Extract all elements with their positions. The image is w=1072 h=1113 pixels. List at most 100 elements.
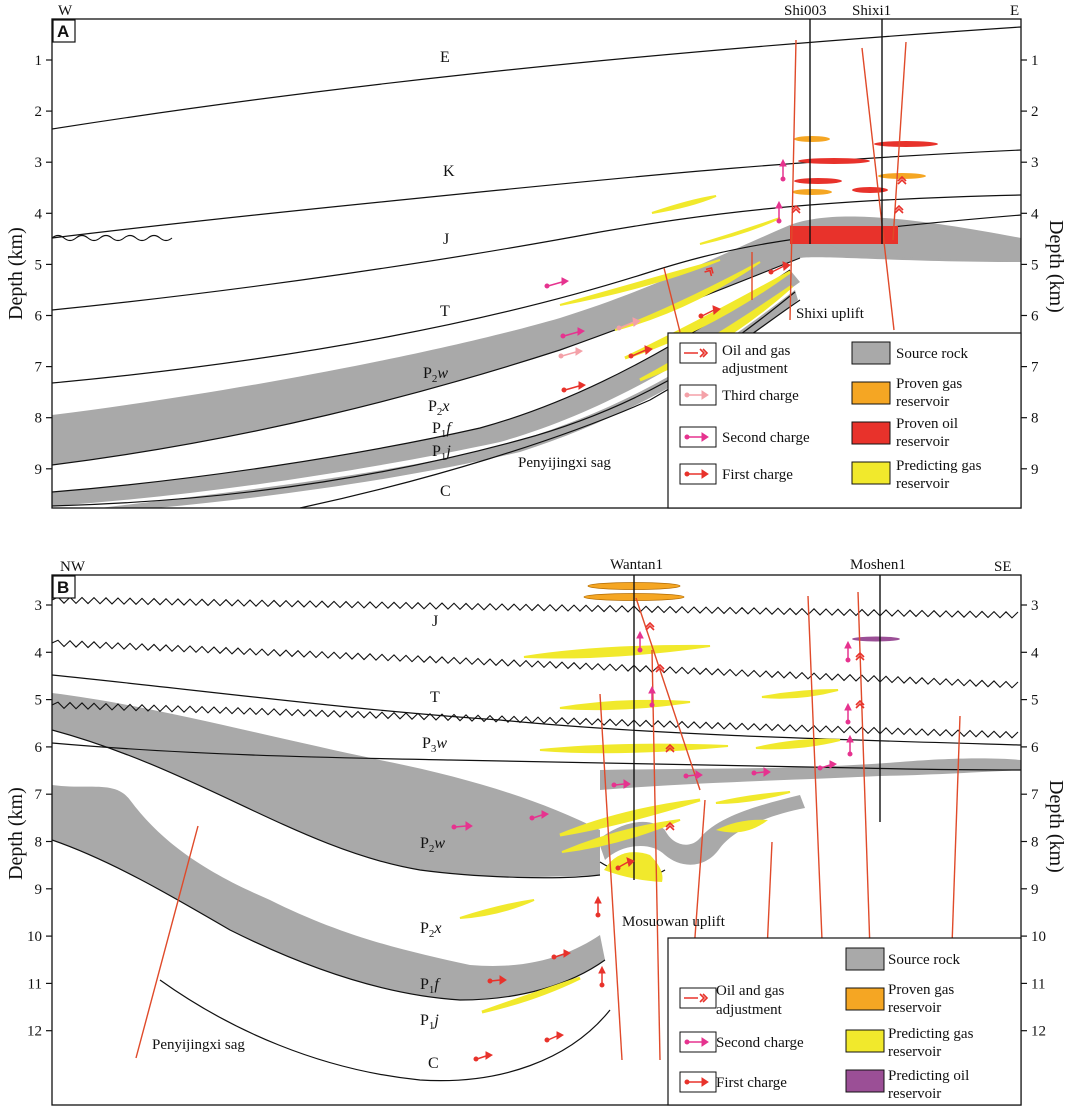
swatch-predicting-oil-b (845, 1069, 885, 1093)
swatch-predicting-gas-a (851, 461, 891, 485)
depth-tick-label: 10 (27, 929, 42, 945)
unit-label-p3w-b: P3w (422, 735, 447, 755)
first-charge-up-b1 (594, 895, 602, 918)
first-charge-arrow-b5 (615, 857, 635, 871)
predicting-gas-b3 (761, 689, 839, 699)
predicting-gas-b6 (559, 798, 701, 837)
unconformity-line (52, 639, 1019, 689)
third-charge-arrow-a (558, 347, 583, 359)
proven-oil-lens-a1 (874, 141, 938, 147)
source-rock-uplift-b (598, 795, 805, 865)
predicting-gas-b5 (755, 738, 841, 750)
first-charge-arrow-a3 (698, 305, 721, 319)
panel-b-well-moshen1: Moshen1 (850, 557, 906, 573)
proven-gas-lens-a3 (792, 189, 832, 195)
unit-label-p1j-a: P1j (432, 443, 451, 463)
adjustment-icon-a (684, 348, 708, 358)
place-label-mosuowan-uplift: Mosuowan uplift (622, 914, 726, 930)
depth-tick-label: 6 (35, 309, 43, 325)
legend-b-first-charge: First charge (716, 1075, 787, 1091)
panel-a-depth-axes: 1 1 2 2 3 3 4 4 5 5 6 6 7 7 8 8 9 9 (35, 53, 1040, 478)
swatch-proven-oil-a (851, 421, 891, 445)
panel-b-tag: B (57, 578, 69, 597)
unit-label-p1f-b: P1f (420, 976, 441, 996)
proven-oil-lens-a2 (798, 158, 870, 164)
depth-tick-label: 9 (1031, 462, 1039, 478)
swatch-predicting-gas-b (845, 1029, 885, 1053)
unit-label-p2w-b: P2w (420, 835, 445, 855)
predicting-gas-a4 (614, 261, 761, 331)
unit-label-p1j-b: P1j (420, 1012, 439, 1032)
panel-a-well-shi003: Shi003 (784, 3, 827, 19)
depth-tick-label: 2 (1031, 104, 1039, 120)
unit-label-j-a: J (443, 231, 449, 248)
depth-tick-label: 12 (1031, 1024, 1046, 1040)
unconformities-a (52, 234, 173, 242)
predicting-gas-b1 (523, 644, 711, 659)
swatch-proven-gas-b (845, 987, 885, 1011)
legend-b-predicting-oil-2: reservoir (888, 1086, 941, 1102)
panel-b-tag-box (52, 575, 76, 599)
depth-tick-label: 3 (35, 598, 43, 614)
second-charge-arrow-b5 (751, 767, 771, 777)
panel-a-well-shixi1: Shixi1 (852, 3, 891, 19)
depth-tick-label: 6 (1031, 740, 1039, 756)
first-charge-arrow-b1 (487, 975, 507, 985)
place-label-shixi-uplift: Shixi uplift (796, 306, 865, 322)
place-label-penyijingxi-sag-b: Penyijingxi sag (152, 1037, 245, 1053)
second-charge-up-b3 (844, 640, 852, 663)
faults-a (663, 39, 907, 333)
legend-a-adjustment-1: Oil and gas (722, 343, 790, 359)
first-charge-arrow-b3 (473, 1051, 493, 1062)
third-charge-arrow-a2 (616, 317, 641, 331)
legend-b-source-rock: Source rock (888, 952, 961, 968)
second-charge-up-a (779, 158, 787, 182)
legend-a-adjustment-2: adjustment (722, 361, 789, 377)
first-charge-up-b2 (598, 965, 606, 988)
predicting-gas-b7 (561, 819, 681, 853)
first-charge-arrow-a2 (628, 345, 653, 359)
panel-b: B NW SE Wantan1 Moshen1 3 3 4 4 5 5 6 6 7 7 8 8 9 9 10… (5, 557, 1067, 1106)
first-charge-icon-b (684, 1077, 709, 1087)
panel-b-legend: Oil and gas adjustment Second charge Fir… (667, 937, 1022, 1106)
proven-gas-lens-a1 (794, 136, 830, 142)
predicting-gas-b9 (716, 819, 768, 833)
depth-tick-label: 1 (1031, 53, 1039, 69)
depth-tick-label: 8 (1031, 411, 1039, 427)
panel-b-dir-right: SE (994, 559, 1012, 575)
charge-arrows-b (451, 622, 865, 1062)
second-charge-up-a2 (775, 200, 783, 224)
legend-a-third-charge: Third charge (722, 388, 799, 404)
panel-b-well-wantan1: Wantan1 (610, 557, 663, 573)
legend-b-predicting-gas-2: reservoir (888, 1044, 941, 1060)
panel-a-dir-right: E (1010, 3, 1019, 19)
second-charge-arrow-b6 (817, 760, 837, 771)
legend-a-predicting-gas-2: reservoir (896, 476, 949, 492)
depth-tick-label: 7 (1031, 360, 1039, 376)
second-charge-arrow-b3 (611, 779, 631, 789)
depth-tick-label: 9 (1031, 882, 1039, 898)
swatch-source-rock-a (851, 341, 891, 365)
reservoirs-a (559, 136, 938, 382)
depth-tick-label: 8 (1031, 835, 1039, 851)
panel-b-frame (51, 574, 1022, 1106)
wells-b (633, 575, 881, 880)
depth-tick-label: 9 (35, 462, 43, 478)
second-charge-icon-b (684, 1037, 709, 1047)
depth-tick-label: 4 (35, 645, 43, 661)
unconformity-line (52, 596, 1019, 619)
predicting-gas-a3 (559, 259, 721, 306)
second-charge-icon-a (684, 432, 709, 442)
unit-label-j-b: J (432, 613, 438, 630)
legend-a-proven-gas-1: Proven gas (896, 376, 962, 392)
panel-b-axis-label-left: Depth (km) (5, 787, 27, 880)
depth-tick-label: 2 (35, 104, 43, 120)
legend-a-source-rock: Source rock (896, 346, 969, 362)
depth-tick-label: 5 (1031, 693, 1039, 709)
unit-label-p2w-a: P2w (423, 365, 448, 385)
depth-tick-label: 6 (35, 740, 43, 756)
legend-a-proven-gas-2: reservoir (896, 394, 949, 410)
panel-b-depth-axes: 3 3 4 4 5 5 6 6 7 7 8 8 9 9 10 10 11 11 12 12 (27, 598, 1046, 1040)
depth-tick-label: 3 (1031, 155, 1039, 171)
